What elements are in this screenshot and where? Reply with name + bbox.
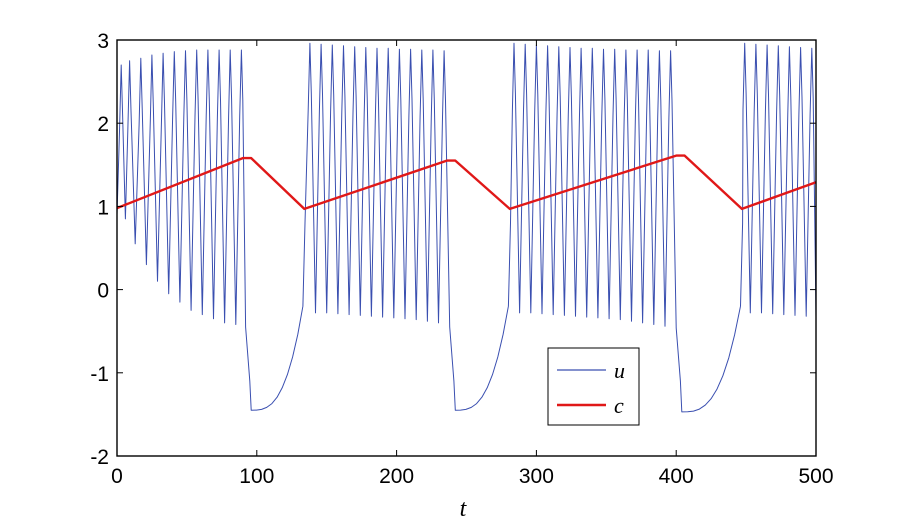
series-u-line [116, 42, 817, 413]
y-tick-label: 0 [97, 280, 109, 303]
x-tick-label: 200 [379, 465, 414, 488]
ticks-layer [116, 39, 817, 457]
legend-label-u: u [614, 358, 625, 383]
legend: u c [547, 347, 640, 426]
series-layer [116, 42, 817, 413]
x-tick-label: 0 [111, 465, 123, 488]
plot-background [117, 40, 816, 456]
y-tick-label: 1 [97, 196, 109, 219]
x-axis-title: t [460, 496, 468, 522]
x-tick-label: 300 [519, 465, 554, 488]
tick-labels-layer: 0 100 200 300 400 500 -2 -1 0 1 2 3 [90, 30, 833, 488]
y-tick-label: -1 [90, 363, 109, 386]
series-c-line [116, 154, 817, 211]
legend-label-c: c [614, 393, 624, 418]
legend-box [547, 347, 640, 426]
x-tick-label: 400 [659, 465, 694, 488]
y-tick-label: -2 [90, 446, 109, 469]
y-tick-label: 2 [97, 113, 109, 136]
y-tick-label: 3 [97, 30, 109, 53]
x-tick-label: 500 [798, 465, 833, 488]
plot-frame [116, 39, 817, 457]
x-tick-label: 100 [239, 465, 274, 488]
